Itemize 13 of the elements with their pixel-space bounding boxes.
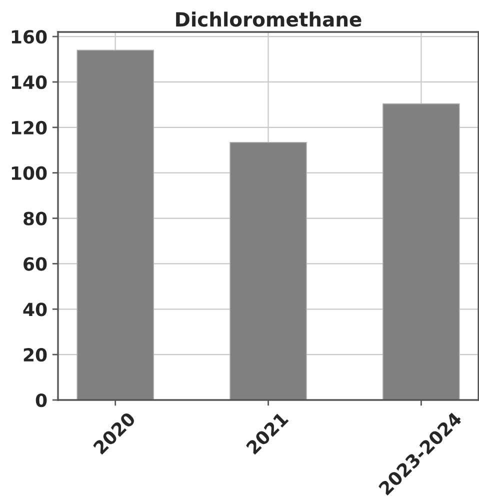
- bar: [76, 50, 154, 400]
- y-tick-label: 160: [12, 30, 47, 44]
- y-tick-label: 100: [12, 166, 47, 180]
- y-tick-label: 140: [12, 75, 47, 90]
- y-tick-label: 20: [24, 348, 47, 362]
- y-tick-label: 0: [36, 393, 47, 408]
- chart-title: Dichloromethane: [176, 12, 362, 27]
- bar: [382, 103, 460, 400]
- y-tick-label: 120: [12, 120, 47, 135]
- y-tick-label: 60: [24, 257, 47, 271]
- bar: [230, 142, 307, 400]
- y-tick-label: 80: [24, 212, 47, 226]
- y-tick-label: 40: [23, 302, 47, 316]
